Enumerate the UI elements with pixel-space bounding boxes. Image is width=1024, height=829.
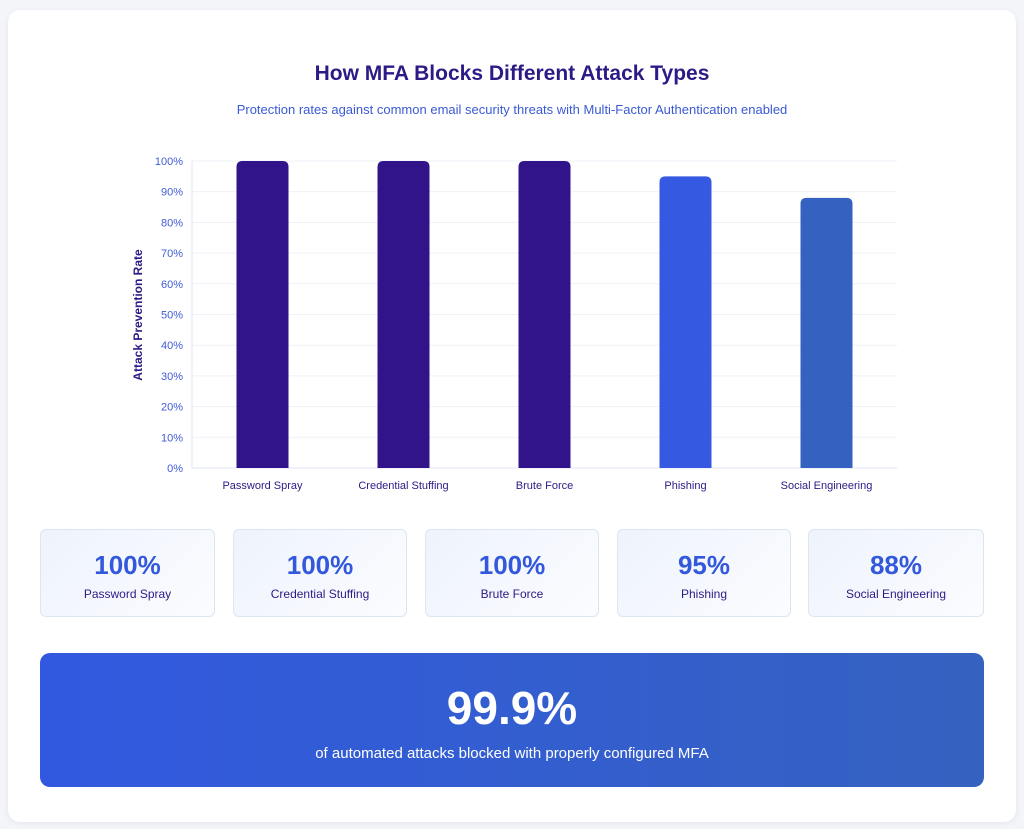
stat-label: Brute Force — [480, 587, 544, 601]
stat-label: Social Engineering — [845, 587, 947, 601]
y-tick-label: 90% — [161, 187, 183, 199]
bar — [800, 197, 853, 468]
x-tick-label: Credential Stuffing — [358, 480, 448, 492]
stat-card: 100% Credential Stuffing — [233, 529, 407, 617]
x-tick-label: Brute Force — [516, 480, 573, 492]
x-tick-label: Password Spray — [222, 480, 303, 492]
stat-card: 100% Password Spray — [40, 529, 215, 617]
chart-subtitle: Protection rates against common email se… — [236, 102, 788, 117]
x-tick-label: Phishing — [664, 480, 706, 492]
y-tick-label: 80% — [161, 217, 183, 229]
stat-card: 100% Brute Force — [425, 529, 599, 617]
bar — [518, 161, 571, 468]
y-tick-label: 100% — [155, 156, 183, 168]
y-axis-label: Attack Prevention Rate — [131, 249, 145, 381]
stat-label: Password Spray — [83, 587, 172, 601]
bar — [377, 161, 430, 468]
banner-text: of automated attacks blocked with proper… — [315, 745, 709, 762]
y-tick-label: 20% — [161, 402, 183, 414]
stat-card: 88% Social Engineering — [808, 529, 984, 617]
y-tick-label: 0% — [167, 463, 183, 475]
stat-value: 100% — [94, 550, 161, 580]
stat-card: 95% Phishing — [617, 529, 791, 617]
bar — [236, 161, 289, 468]
chart-title: How MFA Blocks Different Attack Types — [314, 62, 710, 85]
summary-banner: 99.9% of automated attacks blocked with … — [40, 653, 984, 787]
y-tick-label: 40% — [161, 340, 183, 352]
y-tick-label: 60% — [161, 279, 183, 291]
y-tick-label: 50% — [161, 310, 183, 322]
stat-value: 100% — [478, 550, 546, 580]
stat-label: Credential Stuffing — [270, 587, 370, 601]
x-tick-label: Social Engineering — [781, 480, 873, 492]
stat-value: 100% — [286, 550, 354, 580]
y-tick-label: 70% — [161, 248, 183, 260]
bar — [659, 176, 712, 468]
y-tick-label: 30% — [161, 371, 183, 383]
banner-value: 99.9% — [446, 682, 578, 734]
stat-value: 95% — [677, 550, 731, 580]
stat-label: Phishing — [680, 587, 728, 601]
bar-chart: 0% 10% 20% 30% 40% 50% 60% 70% 80% 90% 100% Passwor… — [131, 156, 897, 492]
y-tick-label: 10% — [161, 432, 183, 444]
stat-value: 88% — [869, 550, 923, 580]
